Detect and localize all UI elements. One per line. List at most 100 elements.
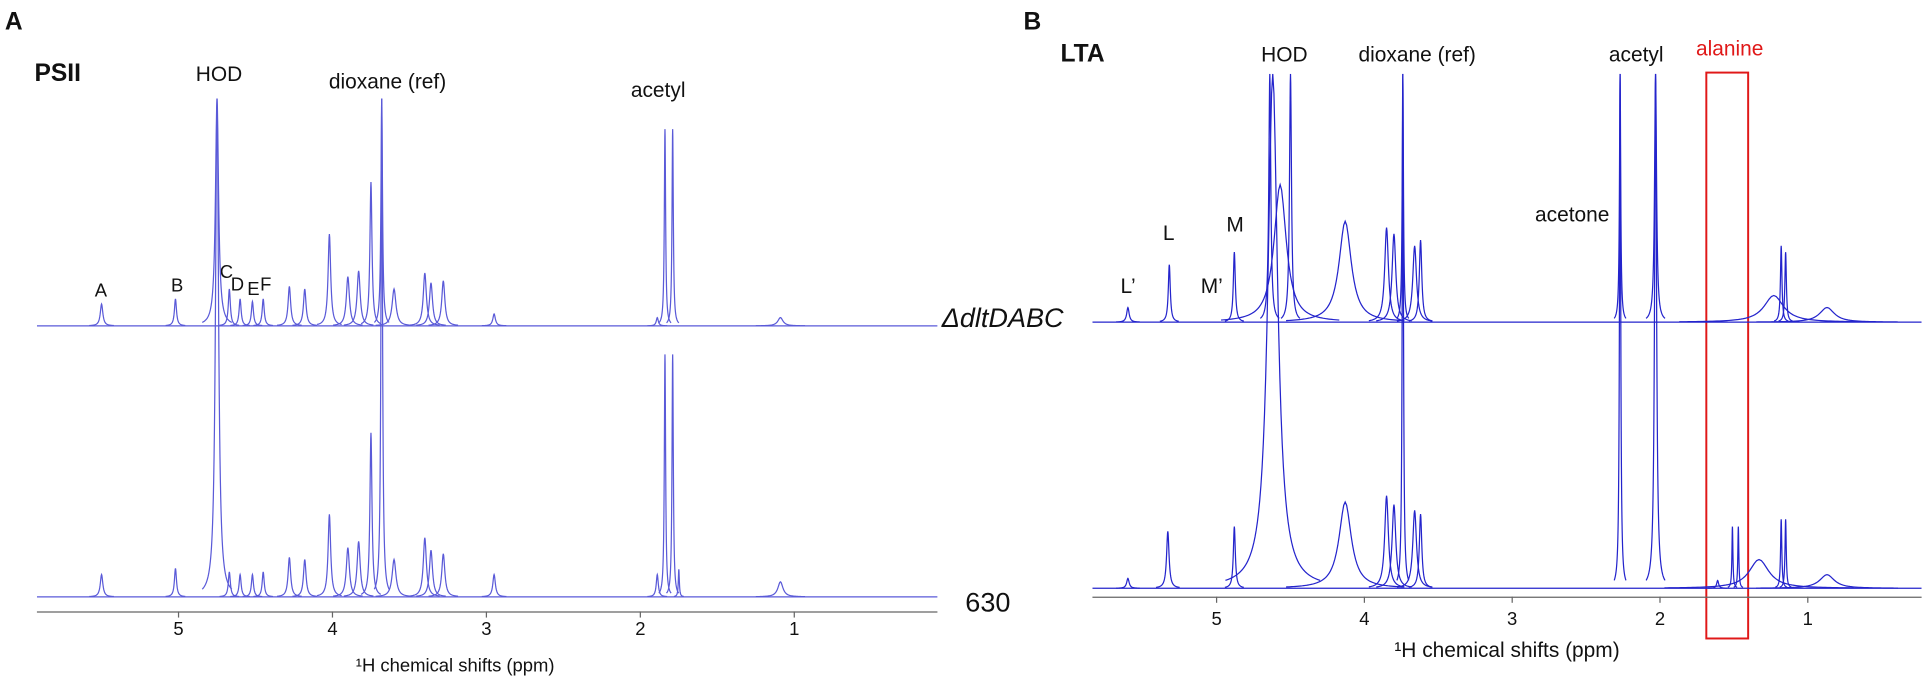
peak	[647, 316, 668, 327]
panel-title: LTA	[1060, 41, 1104, 68]
annotation: HOD	[196, 63, 242, 86]
peak	[360, 432, 382, 595]
annotation: acetone	[1535, 203, 1609, 226]
peak	[428, 553, 459, 597]
peak	[89, 302, 114, 327]
peak	[1773, 245, 1789, 322]
annotation: C	[220, 261, 233, 282]
annotation: dioxane (ref)	[1359, 44, 1476, 67]
peak	[360, 182, 382, 325]
peak	[416, 282, 446, 326]
x-tick-label: 5	[173, 618, 183, 639]
peak	[481, 312, 507, 327]
peak	[1376, 233, 1412, 322]
peak	[647, 572, 668, 598]
x-tick-label: 1	[789, 618, 799, 639]
peak	[1613, 73, 1627, 319]
peak	[219, 288, 240, 326]
peak	[343, 541, 374, 597]
peak	[1408, 240, 1433, 322]
peak	[1220, 182, 1340, 321]
annotation: acetyl	[1609, 44, 1664, 67]
peak	[755, 580, 806, 598]
peak	[1733, 526, 1744, 588]
annotation: M	[1226, 213, 1243, 236]
x-tick-label: 3	[481, 618, 491, 639]
peak	[333, 547, 363, 597]
series-label: ΔdltDABC	[941, 303, 1064, 333]
peak	[1396, 73, 1410, 319]
peak	[1664, 558, 1854, 589]
peak	[253, 298, 274, 327]
peak	[219, 571, 240, 598]
peak	[316, 514, 342, 597]
peak	[1225, 73, 1321, 581]
peak	[1756, 306, 1898, 323]
peak	[276, 286, 302, 326]
peak	[165, 298, 186, 327]
peak	[1259, 73, 1280, 319]
peak	[658, 354, 672, 594]
peak	[292, 559, 318, 597]
peak	[1376, 504, 1412, 588]
annotation: alanine	[1696, 37, 1763, 60]
peak	[1708, 579, 1728, 589]
annotation: dioxane (ref)	[329, 71, 446, 94]
peak	[1779, 519, 1792, 588]
annotation: acetyl	[631, 79, 686, 102]
x-tick-label: 5	[1211, 608, 1221, 629]
peak	[316, 233, 342, 326]
peak	[373, 98, 390, 590]
peak	[1679, 294, 1869, 323]
peak	[1224, 526, 1244, 588]
panel-label: A	[5, 9, 23, 36]
peak	[343, 270, 374, 326]
peak	[292, 288, 318, 326]
peak	[89, 572, 114, 598]
x-tick-label: 2	[635, 618, 645, 639]
peak	[201, 98, 233, 590]
peak	[1775, 519, 1788, 588]
peak	[1116, 577, 1140, 589]
peak	[242, 299, 263, 327]
peak	[666, 354, 680, 594]
peak	[755, 316, 806, 327]
peak	[1645, 73, 1666, 319]
x-axis-label: ¹H chemical shifts (ppm)	[356, 655, 555, 676]
highlight-box	[1705, 71, 1750, 640]
peak	[277, 557, 302, 597]
peak	[1280, 73, 1301, 319]
peak	[416, 550, 446, 597]
series-label: 630	[965, 587, 1010, 617]
annotation: M’	[1201, 275, 1223, 298]
peak	[1778, 252, 1793, 322]
peak	[1224, 252, 1244, 322]
spectra	[36, 98, 938, 598]
peak	[428, 280, 459, 326]
peak	[1727, 526, 1738, 588]
peak	[1756, 574, 1898, 589]
peak	[253, 571, 274, 598]
peak	[375, 287, 413, 326]
peak	[1286, 219, 1405, 322]
annotation: E	[247, 278, 259, 299]
x-tick-label: 4	[327, 618, 337, 639]
panel-title: PSII	[34, 60, 80, 87]
peak	[1613, 73, 1627, 581]
peak	[1368, 227, 1405, 322]
peak	[333, 276, 363, 326]
spectra	[1092, 73, 1922, 589]
peak	[1368, 495, 1405, 588]
peak	[658, 129, 672, 324]
x-axis-label: ¹H chemical shifts (ppm)	[1394, 639, 1619, 662]
peak	[1396, 245, 1433, 322]
annotation: HOD	[1261, 44, 1307, 67]
peak	[165, 568, 186, 598]
peak	[1408, 513, 1433, 588]
peak	[1155, 531, 1180, 589]
annotation: L’	[1121, 275, 1136, 298]
peak	[1159, 264, 1179, 322]
x-tick-label: 1	[1803, 608, 1813, 629]
